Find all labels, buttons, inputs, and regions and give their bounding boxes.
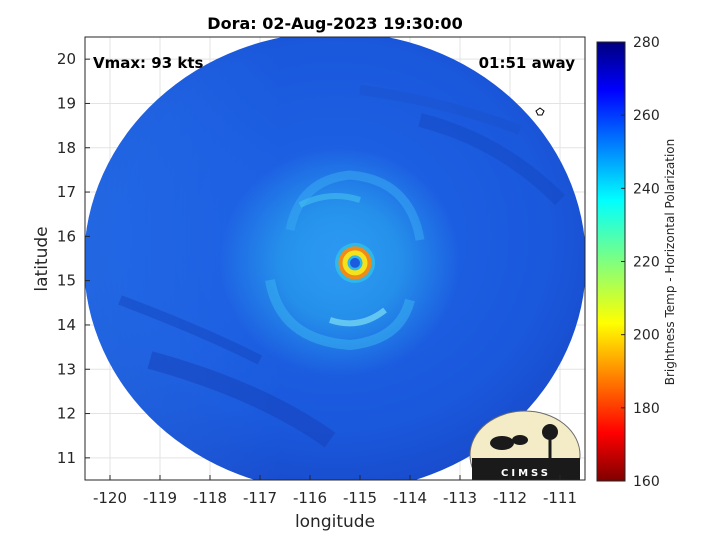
y-axis-label: latitude [32, 226, 52, 291]
y-tick-label-3: 14 [57, 316, 76, 334]
colorbar-scale [596, 41, 626, 482]
y-tick-label-8: 19 [57, 94, 76, 112]
colorbar-tick-label-3: 220 [633, 255, 660, 271]
chart-title: Dora: 02-Aug-2023 19:30:00 [207, 14, 462, 33]
x-tick-label-5: -115 [343, 489, 377, 507]
y-tick-label-4: 15 [57, 272, 76, 290]
y-tick-label-6: 17 [57, 183, 76, 201]
colorbar: 160 180 200 220 240 260 280 Brightness Temp - … [596, 35, 677, 490]
y-tick-label-0: 11 [57, 449, 76, 467]
eyewall-yellow [342, 250, 368, 276]
plot-frame [84, 36, 586, 481]
x-axis-label: longitude [295, 512, 375, 532]
y-tick-label-1: 12 [57, 405, 76, 423]
x-tick-label-2: -118 [193, 489, 227, 507]
colorbar-tick-label-1: 180 [633, 401, 660, 417]
x-tick-label-9: -111 [543, 489, 577, 507]
colorbar-tick-label-2: 200 [633, 328, 660, 344]
x-tick-label-3: -117 [243, 489, 277, 507]
x-tick-label-6: -114 [393, 489, 427, 507]
vmax-annotation: Vmax: 93 kts [93, 54, 203, 72]
time-away-annotation: 01:51 away [479, 54, 576, 72]
x-tick-label-1: -119 [143, 489, 177, 507]
x-tick-label-7: -113 [443, 489, 477, 507]
island-outline-icon [535, 107, 545, 116]
x-tick-label-8: -112 [493, 489, 527, 507]
colorbar-label: Brightness Temp - Horizontal Polarizatio… [663, 139, 677, 386]
colorbar-ticks: 160 180 200 220 240 260 280 [621, 35, 660, 490]
x-tick-label-4: -116 [293, 489, 327, 507]
colorbar-tick-label-6: 280 [633, 35, 660, 51]
y-tick-label-2: 13 [57, 360, 76, 378]
y-tick-label-5: 16 [57, 227, 76, 245]
colorbar-tick-label-0: 160 [633, 474, 660, 490]
hurricane-eyewall [335, 242, 375, 283]
cimss-logo: CIMSS [469, 410, 581, 480]
colorbar-tick-label-5: 260 [633, 108, 660, 124]
hurricane-eye [350, 257, 360, 268]
y-tick-label-7: 18 [57, 139, 76, 157]
axis-ticks: -120 -119 -118 -117 -116 -115 -114 -113 -112 -111… [57, 50, 577, 507]
eyewall-orange [338, 246, 372, 280]
colorbar-tick-label-4: 240 [633, 181, 660, 197]
y-tick-label-9: 20 [57, 50, 76, 68]
x-tick-label-0: -120 [93, 489, 127, 507]
cimss-logo-text: CIMSS [501, 468, 551, 479]
